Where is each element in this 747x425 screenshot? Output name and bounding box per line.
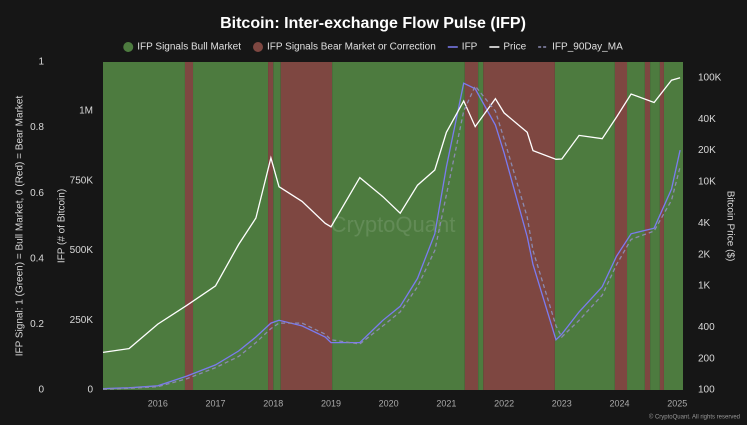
x-tick-label: 2021 [436, 398, 456, 408]
x-tick-label: 2025 [667, 398, 687, 408]
y2-tick-label: 0 [87, 385, 93, 396]
y2-tick-label: 750K [70, 175, 94, 186]
x-tick-label: 2017 [206, 398, 226, 408]
legend-label: IFP [462, 42, 478, 53]
y2-tick-label: 500K [70, 245, 94, 256]
y-tick-label: 0.4 [30, 253, 44, 264]
signal-band [659, 62, 664, 390]
signal-band [644, 62, 651, 390]
y3-tick-label: 4K [698, 218, 711, 229]
y3-tick-label: 40K [698, 114, 716, 125]
legend-label: Price [503, 42, 526, 53]
signal-band [627, 62, 645, 390]
y-tick-label: 0.6 [30, 188, 44, 199]
signal-band [554, 62, 615, 390]
x-tick-label: 2019 [321, 398, 341, 408]
y-tick-label: 0 [38, 385, 44, 396]
legend-marker [123, 42, 134, 52]
y3-tick-label: 20K [698, 145, 716, 156]
signal-band [184, 62, 194, 390]
y3-tick-label: 10K [698, 177, 716, 188]
y2-tick-label: 1M [79, 106, 93, 117]
x-tick-label: 2022 [494, 398, 514, 408]
y3-tick-label: 200 [698, 353, 715, 364]
y-tick-label: 1 [38, 57, 44, 68]
x-tick-label: 2020 [379, 398, 399, 408]
signal-band [483, 62, 555, 390]
y2-axis-title: IFP (# of Bitcoin) [57, 189, 68, 263]
series-line [102, 77, 681, 354]
y3-axis-title: Bitcoin Price ($) [724, 191, 735, 262]
signal-band [663, 62, 683, 390]
x-tick-label: 2016 [148, 398, 168, 408]
y3-tick-label: 100K [698, 72, 722, 83]
signal-band [273, 62, 281, 390]
signal-band [280, 62, 333, 390]
x-tick-label: 2023 [552, 398, 572, 408]
x-tick-label: 2024 [610, 398, 630, 408]
signal-band [268, 62, 274, 390]
signal-band [478, 62, 484, 390]
series-line [102, 84, 681, 390]
signal-band [193, 62, 269, 390]
y-tick-label: 0.8 [30, 122, 44, 133]
legend: IFP Signals Bull Market IFP Signals Bear … [123, 42, 623, 53]
signal-band [332, 62, 465, 390]
legend-label: IFP Signals Bear Market or Correction [267, 42, 436, 53]
y-tick-label: 0.2 [30, 319, 44, 330]
y-axis-title: IFP Signal: 1 (Green) = Bull Market, 0 (… [15, 96, 26, 357]
y3-tick-label: 400 [698, 322, 715, 333]
series-line [102, 82, 681, 390]
legend-marker [253, 42, 264, 52]
signal-band [103, 62, 185, 390]
legend-label: IFP Signals Bull Market [137, 42, 241, 53]
y3-tick-label: 100 [698, 385, 715, 396]
credit: © CryptoQuant. All rights reserved [649, 414, 740, 421]
y2-tick-label: 250K [70, 315, 94, 326]
chart-title: Bitcoin: Inter-exchange Flow Pulse (IFP) [220, 15, 526, 32]
signal-band [614, 62, 628, 390]
y3-tick-label: 2K [698, 249, 711, 260]
y3-tick-label: 1K [698, 281, 711, 292]
legend-label: IFP_90Day_MA [552, 42, 623, 53]
signal-band [464, 62, 479, 390]
x-tick-label: 2018 [263, 398, 283, 408]
